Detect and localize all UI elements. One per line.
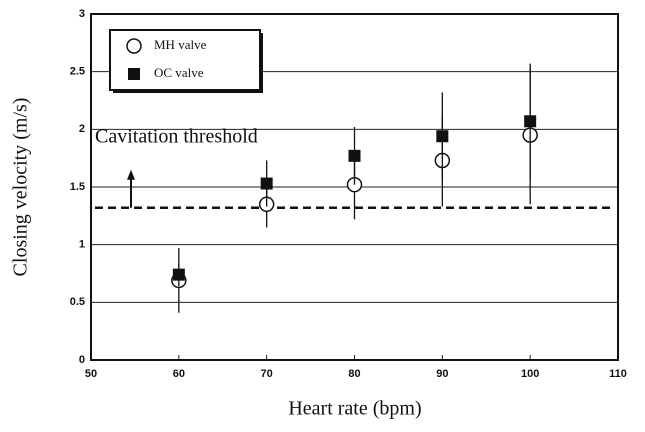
legend-marker [128, 68, 140, 80]
x-tick-label: 90 [436, 368, 448, 380]
marker-square [436, 130, 449, 143]
legend-label: MH valve [154, 37, 207, 52]
y-tick-label: 3 [79, 8, 85, 20]
y-tick-label: 2 [79, 123, 85, 135]
x-tick-label: 110 [609, 368, 627, 380]
y-tick-label: 2.5 [70, 66, 85, 78]
threshold-arrowhead [127, 169, 135, 180]
legend-marker [126, 38, 142, 54]
marker-square [348, 149, 361, 162]
x-tick-label: 50 [85, 368, 97, 380]
y-tick-label: 0.5 [70, 296, 85, 308]
marker-square [524, 115, 537, 128]
marker-square [172, 268, 185, 281]
x-tick-label: 60 [173, 368, 185, 380]
y-tick-label: 1.5 [70, 181, 85, 193]
plot-frame [90, 13, 619, 361]
threshold-label: Cavitation threshold [95, 126, 258, 148]
y-tick-label: 0 [79, 354, 85, 366]
y-axis-label: Closing velocity (m/s) [10, 98, 32, 277]
marker-square [260, 177, 273, 190]
x-tick-label: 70 [261, 368, 273, 380]
x-tick-label: 100 [521, 368, 539, 380]
x-tick-label: 80 [348, 368, 360, 380]
x-axis-label: Heart rate (bpm) [288, 398, 421, 420]
legend-label: OC valve [154, 65, 204, 80]
y-tick-label: 1 [79, 239, 85, 251]
